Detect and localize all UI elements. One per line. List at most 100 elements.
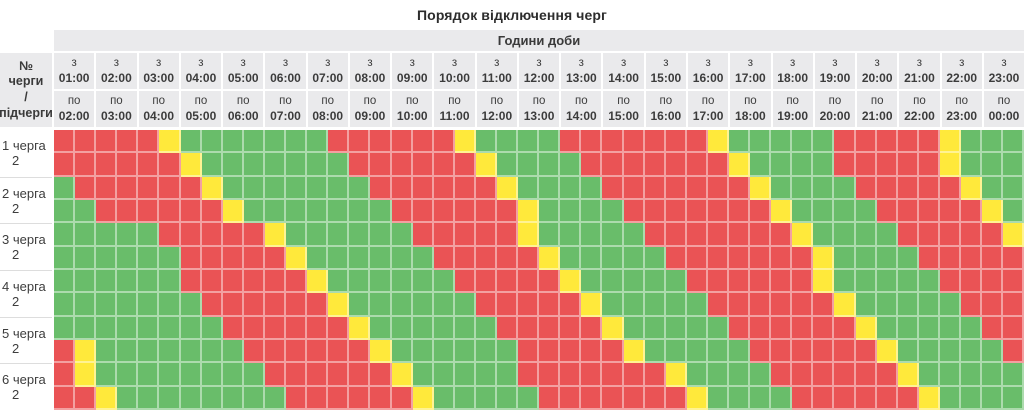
schedule-cell <box>201 200 223 224</box>
time-prefix: з <box>832 56 838 69</box>
time-value: 02:00 <box>58 108 90 123</box>
time-value: 07:00 <box>312 70 344 85</box>
schedule-cell <box>771 176 793 201</box>
schedule-cell <box>665 316 687 341</box>
schedule-cell <box>518 200 540 224</box>
time-value: 05:00 <box>227 70 259 85</box>
schedule-cell <box>834 130 856 154</box>
schedule-cell <box>75 363 97 387</box>
schedule-cell <box>454 176 476 201</box>
queue-rows <box>54 270 1024 317</box>
hour-from-cell: з 10:00 <box>434 53 475 89</box>
time-prefix: з <box>663 56 669 69</box>
queue-label: 1 черга 2 <box>0 130 52 177</box>
schedule-cell <box>75 223 97 247</box>
schedule-cell <box>729 270 751 294</box>
schedule-cell <box>939 340 962 364</box>
schedule-cell <box>623 246 645 271</box>
schedule-cell <box>391 316 413 341</box>
schedule-cell <box>855 223 877 247</box>
schedule-cell <box>750 200 772 224</box>
schedule-cell <box>328 316 350 341</box>
schedule-cell <box>433 246 455 271</box>
schedule-cell <box>792 153 814 177</box>
schedule-cell <box>539 293 561 317</box>
schedule-cell <box>496 130 519 154</box>
time-value: 07:00 <box>270 108 301 123</box>
schedule-cell <box>75 386 97 410</box>
schedule-cell <box>117 316 139 341</box>
queue-rows <box>54 176 1024 224</box>
schedule-cell <box>665 363 687 387</box>
schedule-cell <box>876 316 898 341</box>
schedule-cell <box>813 223 835 247</box>
schedule-cell <box>159 363 181 387</box>
schedule-cell <box>560 176 582 201</box>
schedule-cell <box>918 176 940 201</box>
schedule-cell <box>750 363 772 387</box>
queue-name: 3 черга <box>2 232 46 248</box>
schedule-cell <box>454 130 476 154</box>
schedule-cell <box>918 293 940 317</box>
schedule-cell <box>412 293 434 317</box>
schedule-cell <box>391 223 413 247</box>
schedule-cell <box>982 246 1004 271</box>
schedule-cell <box>707 223 729 247</box>
schedule-cell <box>539 363 561 387</box>
schedule-cell <box>264 246 287 271</box>
time-prefix: з <box>494 56 500 69</box>
schedule-cell <box>454 340 476 364</box>
schedule-cell <box>117 363 139 387</box>
schedule-cell <box>475 223 497 247</box>
schedule-cell <box>222 316 244 341</box>
schedule-cell <box>496 293 519 317</box>
schedule-cell <box>665 293 687 317</box>
schedule-cell <box>792 176 814 201</box>
schedule-cell <box>222 340 244 364</box>
schedule-cell <box>918 200 940 224</box>
schedule-cell <box>180 363 202 387</box>
time-prefix: з <box>282 56 289 69</box>
schedule-cell <box>138 223 160 247</box>
schedule-cell <box>159 270 181 294</box>
schedule-cell <box>159 200 181 224</box>
schedule-cell <box>75 316 97 341</box>
time-value: 14:00 <box>565 108 597 123</box>
schedule-cell <box>264 363 287 387</box>
schedule-cell <box>518 223 540 247</box>
schedule-cell <box>750 223 772 247</box>
time-prefix: з <box>536 56 542 69</box>
schedule-cell <box>222 153 244 177</box>
schedule-cell <box>939 270 962 294</box>
schedule-cell <box>581 386 603 410</box>
hour-from-cell: з 16:00 <box>687 53 729 89</box>
schedule-cell <box>897 316 919 341</box>
schedule-cell <box>159 130 181 154</box>
hour-to-cell: по 04:00 <box>138 91 179 127</box>
time-value: 19:00 <box>819 70 851 85</box>
schedule-cell <box>560 340 582 364</box>
schedule-cell <box>792 293 814 317</box>
schedule-cell <box>834 293 856 317</box>
schedule-cell <box>686 200 708 224</box>
time-value: 19:00 <box>777 108 808 123</box>
schedule-cell <box>855 316 877 341</box>
hour-from-cell: з 14:00 <box>603 53 644 89</box>
schedule-cell <box>370 153 392 177</box>
schedule-cell <box>264 316 287 341</box>
schedule-cell <box>138 316 160 341</box>
time-value: 10:00 <box>396 108 428 123</box>
time-value: 00:00 <box>988 108 1020 123</box>
schedule-cell <box>750 316 772 341</box>
time-value: 01:00 <box>58 70 90 85</box>
schedule-cell <box>54 386 76 410</box>
subqueue-row <box>54 176 1024 201</box>
schedule-cell <box>349 270 371 294</box>
schedule-cell <box>328 386 350 410</box>
schedule-cell <box>96 340 118 364</box>
schedule-cell <box>792 130 814 154</box>
hour-from-cell: з 17:00 <box>730 53 771 89</box>
schedule-cell <box>1003 363 1024 387</box>
schedule-cell <box>433 270 455 294</box>
schedule-cell <box>138 340 160 364</box>
